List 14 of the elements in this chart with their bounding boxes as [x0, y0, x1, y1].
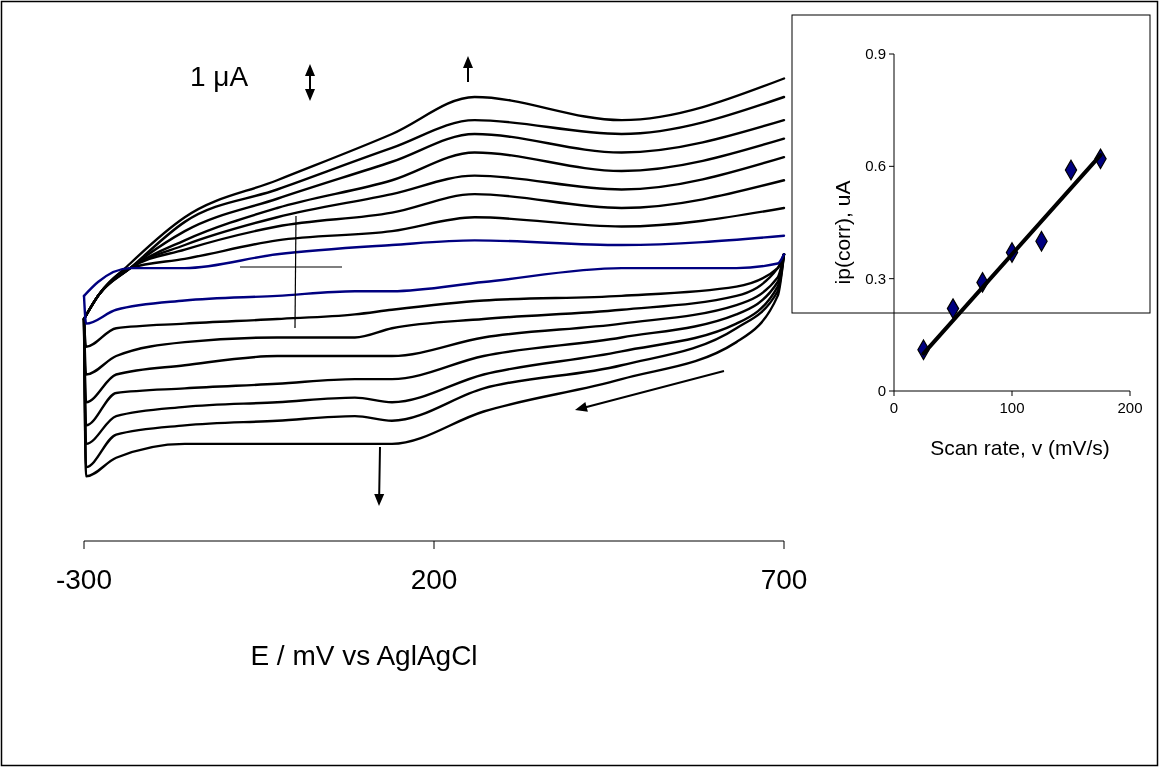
- x-tick-label: -300: [55, 564, 113, 595]
- y-tick-label: 0: [877, 382, 886, 399]
- x-axis-title: Scan rate, v (mV/s): [930, 436, 1110, 459]
- annotation: 1 μA: [190, 61, 249, 92]
- x-tick-label: 200: [1117, 399, 1143, 416]
- y-tick-label: 0.6: [865, 157, 886, 175]
- x-tick-label: 700: [760, 564, 808, 595]
- x-tick-label: 100: [999, 399, 1025, 416]
- y-axis-title: ip(corr), uA: [831, 180, 854, 285]
- x-tick-label: 0: [889, 399, 899, 416]
- x-tick-label: 200: [410, 564, 458, 595]
- x-axis-title: E / mV vs AglAgCl: [250, 640, 478, 671]
- y-tick-label: 0.3: [865, 269, 886, 287]
- y-tick-label: 0.9: [865, 45, 886, 62]
